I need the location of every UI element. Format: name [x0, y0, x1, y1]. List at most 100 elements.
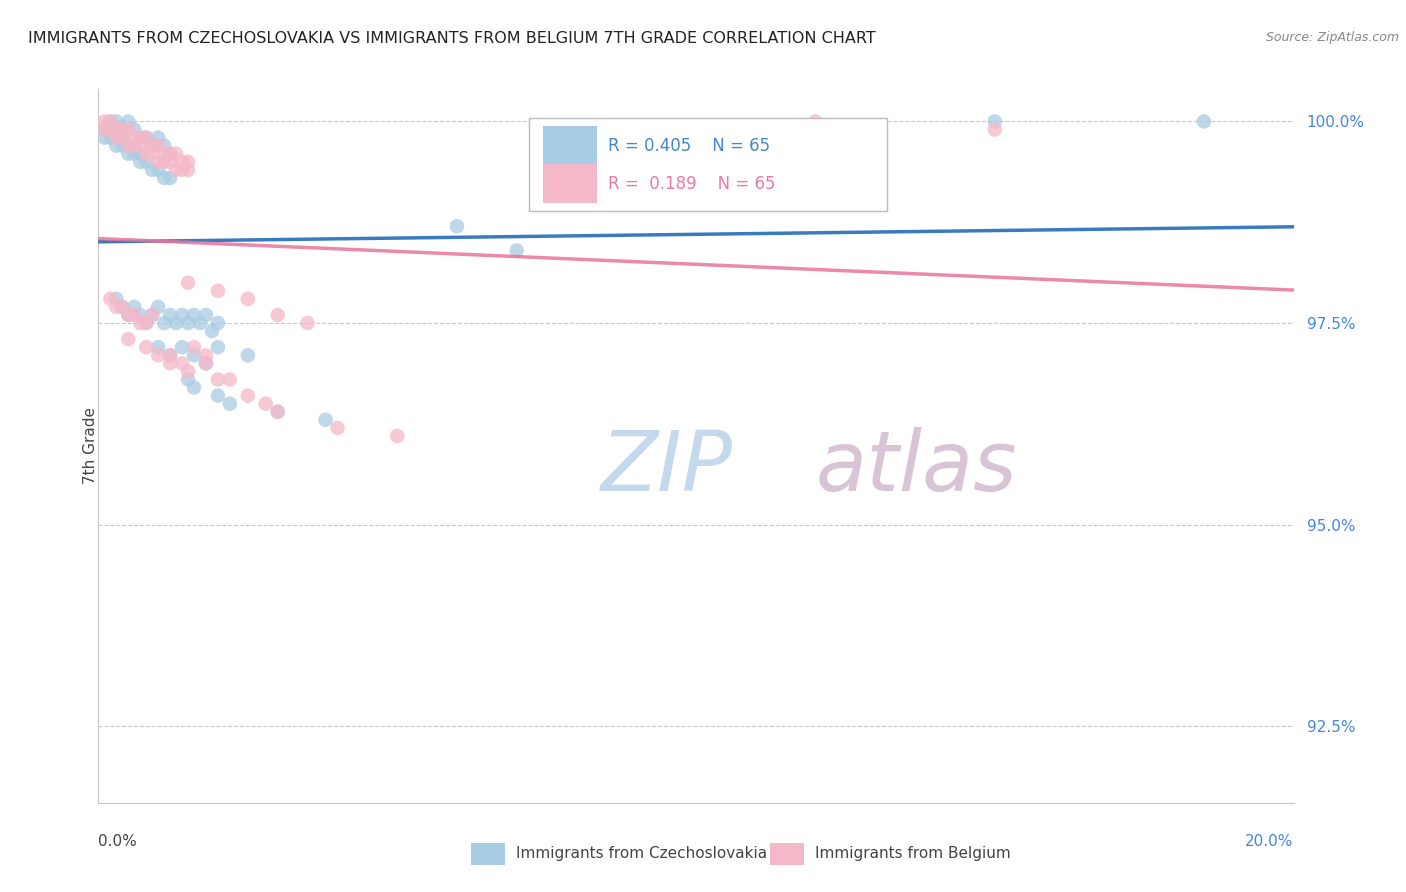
Point	[183, 340, 205, 354]
Point	[124, 130, 146, 145]
Point	[129, 146, 152, 161]
Point	[105, 300, 128, 314]
Point	[254, 397, 277, 411]
Point	[148, 348, 170, 362]
Point	[165, 146, 187, 161]
Point	[105, 130, 128, 145]
Point	[207, 284, 229, 298]
Point	[153, 316, 176, 330]
Point	[117, 114, 139, 128]
Point	[100, 292, 122, 306]
Point	[129, 130, 152, 145]
Text: Immigrants from Belgium: Immigrants from Belgium	[815, 847, 1011, 861]
Point	[105, 138, 128, 153]
Point	[148, 340, 170, 354]
Point	[124, 308, 146, 322]
Point	[153, 154, 176, 169]
Point	[165, 316, 187, 330]
Text: R = 0.405    N = 65: R = 0.405 N = 65	[607, 137, 769, 155]
Point	[111, 122, 134, 136]
Point	[111, 138, 134, 153]
Point	[100, 114, 122, 128]
Text: R =  0.189    N = 65: R = 0.189 N = 65	[607, 175, 775, 193]
Point	[105, 122, 128, 136]
Point	[207, 389, 229, 403]
Point	[93, 122, 115, 136]
Point	[100, 122, 122, 136]
Point	[129, 130, 152, 145]
Point	[135, 154, 157, 169]
Point	[124, 122, 146, 136]
Point	[141, 308, 163, 322]
Point	[326, 421, 349, 435]
Point	[153, 146, 176, 161]
Point	[117, 308, 139, 322]
Point	[1192, 114, 1215, 128]
Point	[177, 162, 200, 177]
Point	[148, 154, 170, 169]
Point	[172, 154, 194, 169]
Point	[148, 300, 170, 314]
Point	[159, 146, 181, 161]
Point	[124, 138, 146, 153]
Point	[236, 389, 259, 403]
Point	[315, 413, 337, 427]
Point	[148, 138, 170, 153]
Point	[177, 372, 200, 386]
Point	[159, 356, 181, 370]
Point	[267, 405, 290, 419]
Point	[100, 130, 122, 145]
Point	[172, 308, 194, 322]
Point	[195, 348, 218, 362]
Point	[165, 162, 187, 177]
Point	[177, 154, 200, 169]
Point	[111, 300, 134, 314]
Point	[129, 154, 152, 169]
Text: ZIP: ZIP	[600, 427, 733, 508]
Point	[141, 138, 163, 153]
FancyBboxPatch shape	[529, 118, 887, 211]
Point	[219, 372, 242, 386]
Point	[159, 348, 181, 362]
Point	[135, 146, 157, 161]
Point	[111, 122, 134, 136]
Point	[159, 348, 181, 362]
Point	[297, 316, 319, 330]
Point	[195, 356, 218, 370]
Point	[385, 429, 409, 443]
Point	[267, 308, 290, 322]
Point	[159, 146, 181, 161]
Point	[148, 162, 170, 177]
Point	[135, 130, 157, 145]
Point	[177, 364, 200, 378]
Point	[105, 292, 128, 306]
Point	[177, 316, 200, 330]
Point	[804, 114, 827, 128]
Text: atlas: atlas	[815, 427, 1017, 508]
Point	[93, 122, 115, 136]
Point	[177, 276, 200, 290]
Point	[141, 162, 163, 177]
Point	[141, 308, 163, 322]
Point	[159, 170, 181, 185]
Point	[159, 308, 181, 322]
Point	[201, 324, 224, 338]
Point	[105, 130, 128, 145]
Point	[984, 114, 1007, 128]
Point	[117, 332, 139, 346]
Point	[117, 138, 139, 153]
Point	[141, 146, 163, 161]
Point	[172, 356, 194, 370]
Point	[117, 308, 139, 322]
Point	[195, 356, 218, 370]
Point	[148, 130, 170, 145]
Text: Source: ZipAtlas.com: Source: ZipAtlas.com	[1265, 31, 1399, 45]
Point	[124, 138, 146, 153]
Point	[124, 300, 146, 314]
Text: 0.0%: 0.0%	[98, 834, 138, 849]
Point	[105, 114, 128, 128]
Point	[984, 122, 1007, 136]
Point	[236, 292, 259, 306]
Point	[506, 244, 529, 258]
Bar	[543, 127, 596, 166]
